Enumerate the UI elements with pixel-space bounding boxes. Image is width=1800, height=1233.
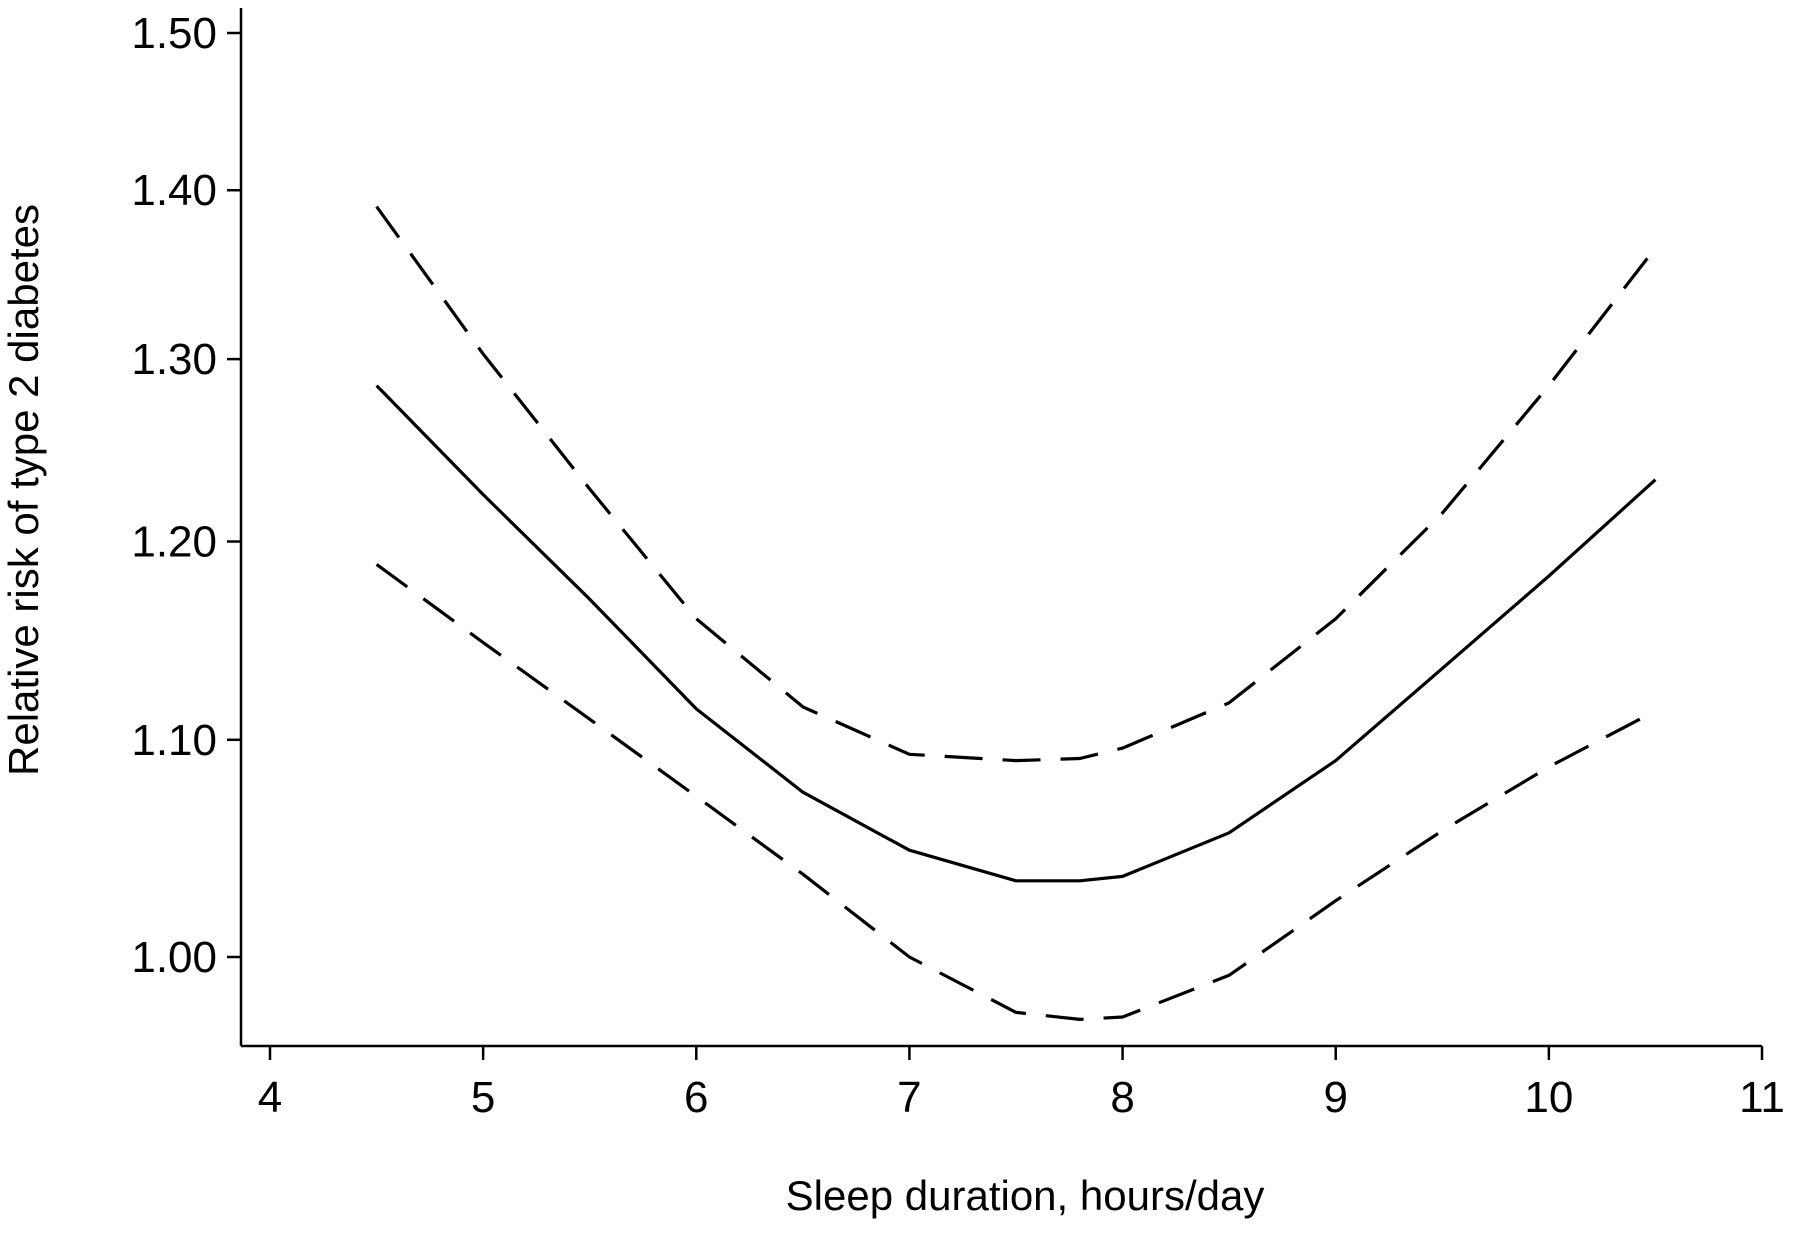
estimate-line xyxy=(375,384,1657,883)
x-tick-label: 9 xyxy=(1323,1073,1347,1122)
y-tick-label: 1.20 xyxy=(131,518,217,567)
series-group xyxy=(375,205,1657,1022)
upper-ci-line xyxy=(375,205,1657,763)
y-tick-label: 1.10 xyxy=(131,716,217,765)
y-tick-label: 1.00 xyxy=(131,933,217,982)
x-axis-label: Sleep duration, hours/day xyxy=(786,1172,1265,1219)
lower-ci-line xyxy=(375,563,1657,1022)
x-tick-label: 5 xyxy=(471,1073,495,1122)
y-tick-label: 1.50 xyxy=(131,9,217,58)
x-tick-label: 11 xyxy=(1739,1073,1785,1122)
axes xyxy=(239,8,1762,1048)
y-tick-label: 1.40 xyxy=(131,166,217,215)
y-tick-label: 1.30 xyxy=(131,335,217,384)
x-tick-label: 8 xyxy=(1110,1073,1134,1122)
x-tick-label: 4 xyxy=(258,1073,282,1122)
x-tick-label: 7 xyxy=(897,1073,921,1122)
x-tick-label: 6 xyxy=(684,1073,708,1122)
y-axis-label: Relative risk of type 2 diabetes xyxy=(0,204,47,776)
x-tick-label: 10 xyxy=(1524,1073,1573,1122)
ticks: 4 5 6 7 8 9 10 11 1.00 1.10 1.20 1.30 1.40 1.50 xyxy=(131,9,1784,1122)
